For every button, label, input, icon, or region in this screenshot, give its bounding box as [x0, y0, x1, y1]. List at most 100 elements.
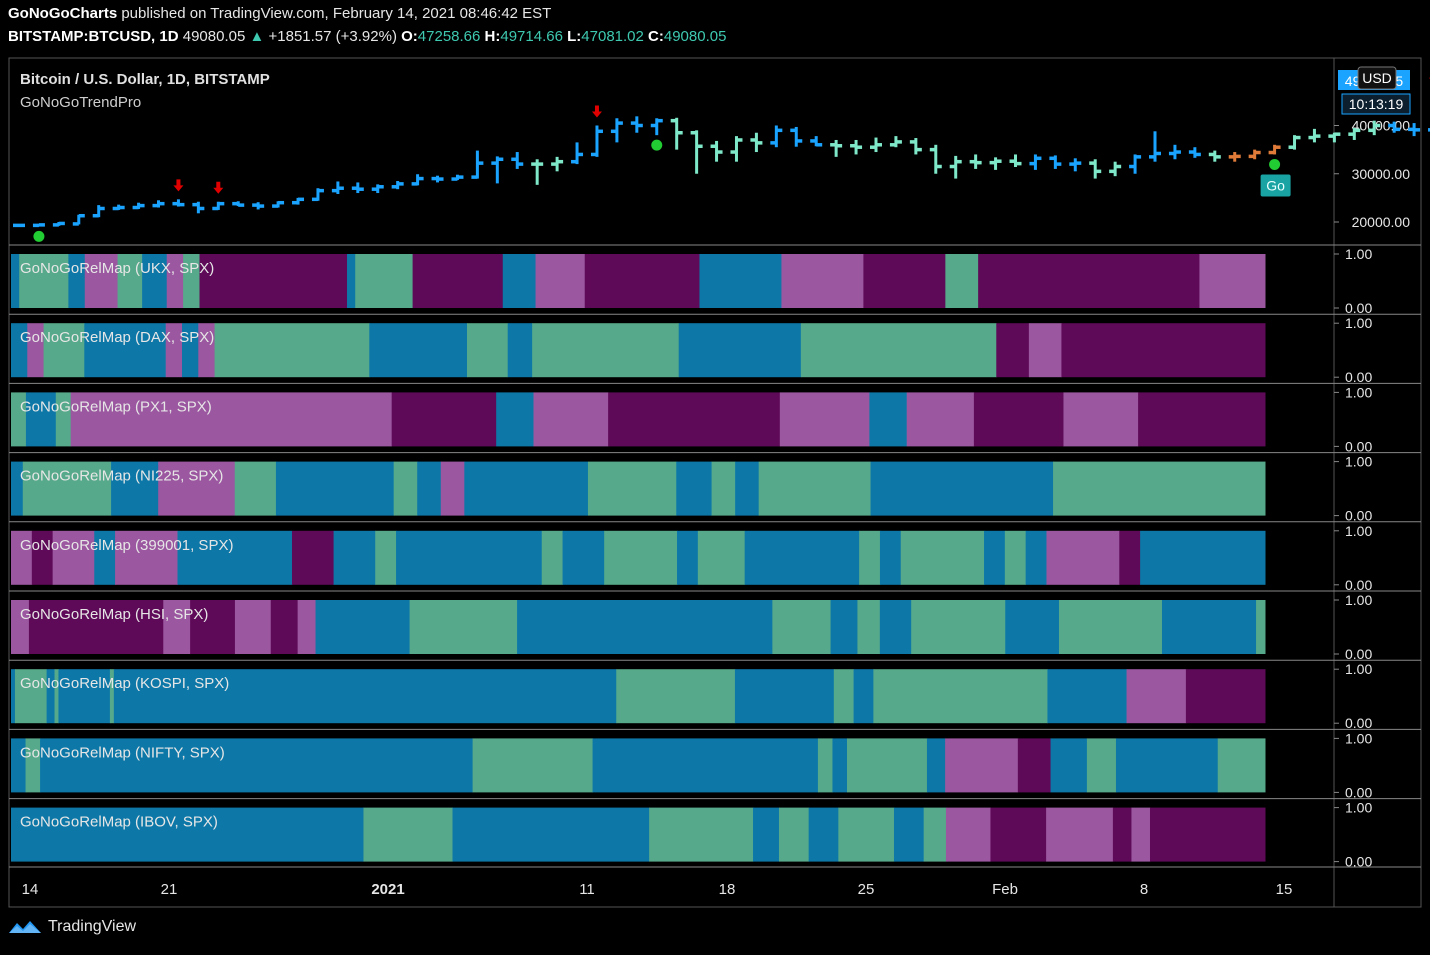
relmap-segment	[608, 392, 781, 447]
relmap-segment	[677, 530, 699, 585]
tradingview-logo-icon	[9, 921, 41, 933]
relmap-segment	[52, 530, 95, 585]
relmap-segment	[893, 807, 925, 862]
tradingview-footer[interactable]: TradingView	[8, 918, 136, 936]
relmap-segment	[533, 392, 609, 447]
relmap-segment	[1004, 530, 1027, 585]
relmap-segment	[1119, 530, 1141, 585]
relmap-segment	[1047, 669, 1128, 724]
relmap-segment	[1149, 807, 1266, 862]
relmap-segment	[853, 669, 874, 724]
relmap-segment	[911, 600, 1006, 654]
relmap-segment	[1050, 738, 1088, 793]
relmap-segment	[1063, 392, 1139, 447]
relmap-segment	[838, 807, 895, 862]
relmap-tick-low: 0.00	[1345, 508, 1372, 524]
relmap-segment	[502, 254, 537, 308]
relmap-segment	[1086, 738, 1117, 793]
relmap-segment	[11, 392, 27, 447]
publisher-name[interactable]: GoNoGoCharts	[8, 5, 118, 22]
relmap-segment	[291, 530, 335, 585]
relmap-segment	[412, 254, 504, 308]
relmap-segment	[584, 254, 700, 308]
relmap-segment	[40, 738, 474, 793]
relmap-tick-low: 0.00	[1345, 438, 1372, 454]
relmap-segment	[115, 530, 179, 585]
relmap-segment	[604, 530, 678, 585]
relmap-segment	[1046, 807, 1114, 862]
relmap-segment	[649, 807, 754, 862]
y-tick-label: 30000.00	[1352, 166, 1411, 182]
relmap-segment	[409, 600, 518, 654]
relmap-segment	[945, 738, 1019, 793]
relmap-segment	[496, 392, 534, 447]
relmap-segment	[1115, 738, 1219, 793]
relmap-segment	[870, 461, 1054, 516]
currency-badge-label: USD	[1362, 70, 1392, 86]
relmap-label: GoNoGoRelMap (399001, SPX)	[20, 537, 233, 554]
relmap-segment	[1025, 530, 1047, 585]
relmap-segment	[616, 669, 736, 724]
relmap-segment	[758, 461, 872, 516]
relmap-label: GoNoGoRelMap (KOSPI, SPX)	[20, 675, 229, 692]
chart-title: Bitcoin / U.S. Dollar, 1D, BITSTAMP	[20, 71, 270, 88]
relmap-segment	[117, 254, 143, 308]
x-tick-label: 2021	[371, 881, 404, 898]
relmap-segment	[275, 461, 395, 516]
relmap-segment	[906, 392, 975, 447]
relmap-segment	[1005, 600, 1060, 654]
relmap-tick-high: 1.00	[1345, 315, 1372, 331]
relmap-segment	[847, 738, 928, 793]
relmap-segment	[541, 530, 564, 585]
relmap-segment	[1028, 323, 1062, 378]
relmap-segment	[11, 600, 30, 654]
high-value: 49714.66	[500, 28, 563, 45]
relmap-segment	[166, 254, 184, 308]
relmap-tick-low: 0.00	[1345, 369, 1372, 385]
relmap-segment	[587, 461, 677, 516]
relmap-segment	[363, 807, 453, 862]
published-text: published on TradingView.com, February 1…	[121, 5, 552, 22]
relmap-segment	[11, 323, 28, 378]
relmap-segment	[996, 323, 1030, 378]
relmap-segment	[19, 254, 69, 308]
go-badge	[1260, 174, 1291, 197]
relmap-tick-low: 0.00	[1345, 854, 1372, 870]
relmap-segment	[945, 807, 991, 862]
relmap-label: GoNoGoRelMap (DAX, SPX)	[20, 329, 214, 346]
relmap-tick-low: 0.00	[1345, 300, 1372, 316]
relmap-segment	[817, 738, 833, 793]
relmap-tick-high: 1.00	[1345, 730, 1372, 746]
relmap-segment	[744, 530, 860, 585]
relmap-tick-low: 0.00	[1345, 646, 1372, 662]
x-tick-label: 18	[719, 881, 736, 898]
x-tick-label: Feb	[992, 881, 1018, 898]
relmap-tick-high: 1.00	[1345, 661, 1372, 677]
relmap-segment	[158, 461, 236, 516]
relmap-segment	[1140, 530, 1266, 585]
relmap-segment	[507, 323, 533, 378]
relmap-tick-high: 1.00	[1345, 454, 1372, 470]
currency-badge[interactable]	[1357, 66, 1397, 90]
relmap-segment	[926, 738, 946, 793]
x-tick-label: 25	[858, 881, 875, 898]
relmap-label: GoNoGoRelMap (HSI, SPX)	[20, 606, 208, 623]
relmap-segment	[678, 323, 802, 378]
relmap-segment	[808, 807, 839, 862]
relmap-segment	[1161, 600, 1257, 654]
relmap-segment	[1017, 738, 1052, 793]
relmap-segment	[945, 254, 979, 308]
relmap-segment	[54, 669, 59, 724]
relmap-label: GoNoGoRelMap (NIFTY, SPX)	[20, 744, 225, 761]
relmap-segment	[43, 323, 85, 378]
relmap-segment	[734, 669, 835, 724]
relmap-segment	[391, 392, 497, 447]
open-label: O:	[401, 28, 418, 45]
countdown-label: 10:13:19	[1349, 96, 1404, 112]
relmap-segment	[873, 669, 1048, 724]
relmap-segment	[14, 669, 48, 724]
relmap-segment	[857, 600, 881, 654]
relmap-segment	[375, 530, 397, 585]
x-tick-label: 21	[161, 881, 178, 898]
